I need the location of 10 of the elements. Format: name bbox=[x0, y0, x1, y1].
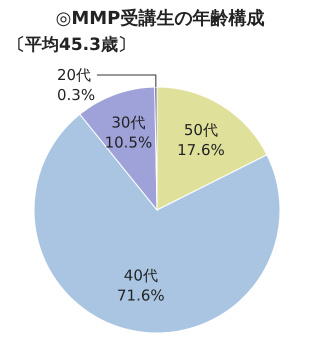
data-label: 0.3% bbox=[57, 86, 96, 104]
slice-label: 20代 bbox=[57, 66, 92, 84]
data-label: 10.5% bbox=[104, 133, 152, 152]
chart-title: ◎MMP受講生の年齢構成 bbox=[56, 8, 264, 29]
data-label: 71.6% bbox=[117, 286, 165, 305]
chart-subtitle: 〔平均45.3歳〕 bbox=[8, 35, 135, 55]
slice-label: 30代 bbox=[111, 113, 146, 132]
data-label: 17.6% bbox=[177, 140, 225, 159]
slice-label: 40代 bbox=[124, 266, 158, 285]
slice-label: 50代 bbox=[184, 120, 218, 139]
